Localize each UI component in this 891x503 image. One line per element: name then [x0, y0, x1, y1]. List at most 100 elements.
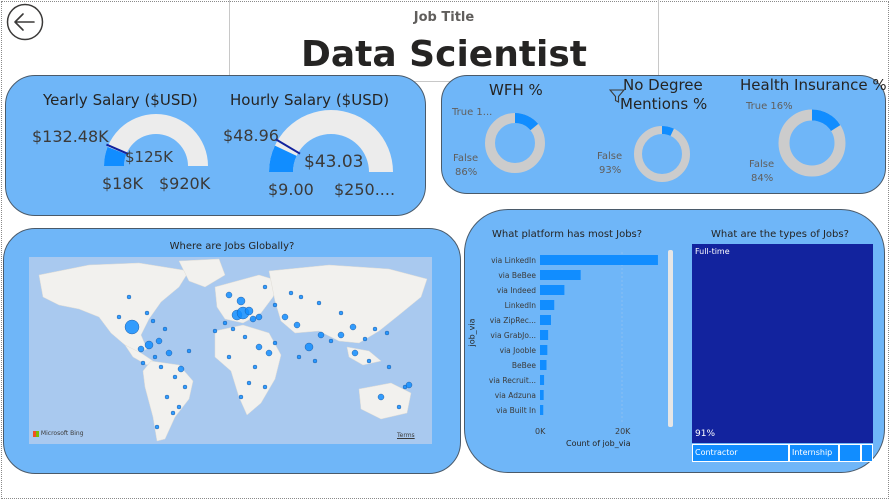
job-location-dot[interactable]	[140, 360, 146, 366]
job-location-dot[interactable]	[170, 410, 176, 416]
job-location-dot[interactable]	[296, 354, 302, 360]
job-location-dot[interactable]	[182, 384, 188, 390]
job-location-dot[interactable]	[328, 338, 334, 344]
job-location-dot[interactable]	[337, 331, 345, 339]
job-location-dot[interactable]	[405, 381, 413, 389]
job-location-dot[interactable]	[281, 313, 289, 321]
platform-bar[interactable]	[540, 300, 555, 310]
job-location-dot[interactable]	[265, 349, 273, 357]
job-location-dot[interactable]	[312, 358, 318, 364]
job-location-dot[interactable]	[137, 345, 145, 353]
job-location-dot[interactable]	[304, 342, 314, 352]
job-location-dot[interactable]	[372, 326, 378, 332]
job-location-dot[interactable]	[349, 323, 357, 331]
job-location-dot[interactable]	[177, 365, 185, 373]
job-location-dot[interactable]	[272, 302, 278, 308]
yearly-salary-target: $132.48K	[32, 127, 109, 146]
job-location-dot[interactable]	[362, 336, 368, 342]
job-location-dot[interactable]	[158, 364, 164, 370]
job-location-dot[interactable]	[164, 394, 170, 400]
job-location-dot[interactable]	[338, 310, 344, 316]
world-map[interactable]: Microsoft Bing Terms	[29, 257, 432, 444]
platform-bar[interactable]	[540, 345, 548, 355]
job-location-dot[interactable]	[144, 310, 150, 316]
job-location-dot[interactable]	[124, 319, 140, 335]
platform-bar[interactable]	[540, 255, 658, 265]
job-location-dot[interactable]	[255, 343, 263, 351]
job-location-dot[interactable]	[272, 340, 278, 346]
job-location-dot[interactable]	[262, 384, 268, 390]
job-location-dot[interactable]	[396, 404, 402, 410]
job-location-dot[interactable]	[226, 354, 232, 360]
platform-bar-label: via LinkedIn	[491, 256, 536, 265]
job-location-dot[interactable]	[150, 318, 156, 324]
filter-icon[interactable]	[609, 88, 625, 104]
job-location-dot[interactable]	[155, 337, 163, 345]
platform-bar-label: LinkedIn	[504, 301, 536, 310]
job-location-dot[interactable]	[244, 306, 254, 316]
treemap-other-2[interactable]	[861, 444, 873, 462]
platform-bar[interactable]	[540, 285, 565, 295]
job-location-dot[interactable]	[242, 334, 248, 340]
yearly-salary-value: $125K	[125, 148, 174, 166]
title-card[interactable]	[229, 0, 659, 82]
degree-title-line1: No Degree	[623, 76, 703, 94]
job-location-dot[interactable]	[377, 393, 385, 401]
map-terms-link[interactable]: Terms	[397, 432, 415, 439]
job-location-dot[interactable]	[172, 374, 178, 380]
back-button[interactable]	[4, 3, 46, 41]
job-location-dot[interactable]	[236, 296, 246, 306]
platform-bar[interactable]	[540, 405, 544, 415]
job-location-dot[interactable]	[165, 349, 173, 357]
platform-bar[interactable]	[540, 375, 545, 385]
platform-bar-label: via ZipRec...	[489, 316, 536, 325]
job-location-dot[interactable]	[186, 348, 192, 354]
job-location-dot[interactable]	[316, 300, 322, 306]
back-arrow-icon	[6, 3, 44, 41]
job-location-dot[interactable]	[212, 328, 218, 334]
job-location-dot[interactable]	[351, 349, 359, 357]
job-location-dot[interactable]	[126, 294, 132, 300]
platform-bar[interactable]	[540, 330, 549, 340]
platform-bar[interactable]	[540, 360, 547, 370]
job-location-dot[interactable]	[230, 326, 236, 332]
job-location-dot[interactable]	[238, 394, 244, 400]
job-location-dot[interactable]	[246, 380, 252, 386]
map-title: Where are Jobs Globally?	[169, 241, 295, 252]
job-location-dot[interactable]	[255, 313, 263, 321]
treemap-other-1[interactable]	[839, 444, 861, 462]
platform-bar[interactable]	[540, 315, 551, 325]
job-location-dot[interactable]	[225, 291, 233, 299]
platform-bar[interactable]	[540, 390, 544, 400]
job-location-dot[interactable]	[222, 320, 228, 326]
job-location-dot[interactable]	[386, 364, 392, 370]
job-location-dot[interactable]	[116, 314, 122, 320]
hourly-salary-title: Hourly Salary ($USD)	[230, 91, 390, 109]
platform-bar[interactable]	[540, 270, 581, 280]
job-location-dot[interactable]	[249, 315, 257, 323]
job-location-dot[interactable]	[162, 326, 168, 332]
job-location-dot[interactable]	[293, 321, 301, 329]
job-location-dot[interactable]	[152, 354, 158, 360]
job-location-dot[interactable]	[144, 340, 154, 350]
job-location-dot[interactable]	[298, 294, 304, 300]
hourly-salary-gauge	[269, 110, 393, 172]
south-america-shape	[142, 360, 194, 442]
treemap-fulltime[interactable]: Full-time 91%	[692, 244, 873, 443]
platform-title: What platform has most Jobs?	[492, 229, 643, 240]
platform-scrollbar[interactable]	[668, 250, 673, 427]
job-location-dot[interactable]	[176, 404, 182, 410]
job-location-dot[interactable]	[154, 424, 160, 430]
greenland-shape	[178, 258, 226, 288]
job-location-dot[interactable]	[317, 331, 325, 339]
health-true-label: True 16%	[746, 101, 793, 112]
job-location-dot[interactable]	[252, 364, 258, 370]
job-location-dot[interactable]	[384, 330, 390, 336]
hourly-salary-value: $43.03	[304, 152, 364, 172]
job-location-dot[interactable]	[366, 358, 372, 364]
treemap-contractor[interactable]: Contractor	[692, 444, 789, 462]
job-location-dot[interactable]	[262, 284, 268, 290]
job-location-dot[interactable]	[288, 290, 294, 296]
treemap[interactable]: Full-time 91% Contractor Internship	[691, 243, 874, 463]
treemap-internship[interactable]: Internship	[789, 444, 839, 462]
